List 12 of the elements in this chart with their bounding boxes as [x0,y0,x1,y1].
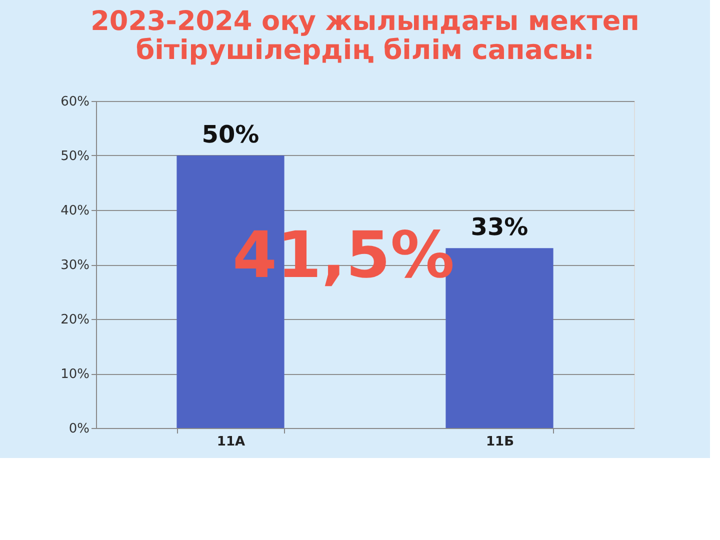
chart-title: 2023-2024 оқу жылындағы мектеп бітірушілердің білім сапасы: [90,6,640,66]
data-label: 50% [202,120,260,148]
y-tick-label: 60% [60,94,90,110]
y-tick-label: 0% [68,422,90,436]
y-tick-label: 50% [60,149,90,164]
y-tick-label: 10% [60,367,90,382]
x-tick-label: 11А [216,434,246,450]
y-tick-label: 30% [60,258,90,273]
y-tick-label: 40% [60,204,90,218]
y-tick-label: 20% [60,312,90,328]
data-label: 33% [470,213,528,242]
x-tick-label: 11Б [486,434,514,450]
